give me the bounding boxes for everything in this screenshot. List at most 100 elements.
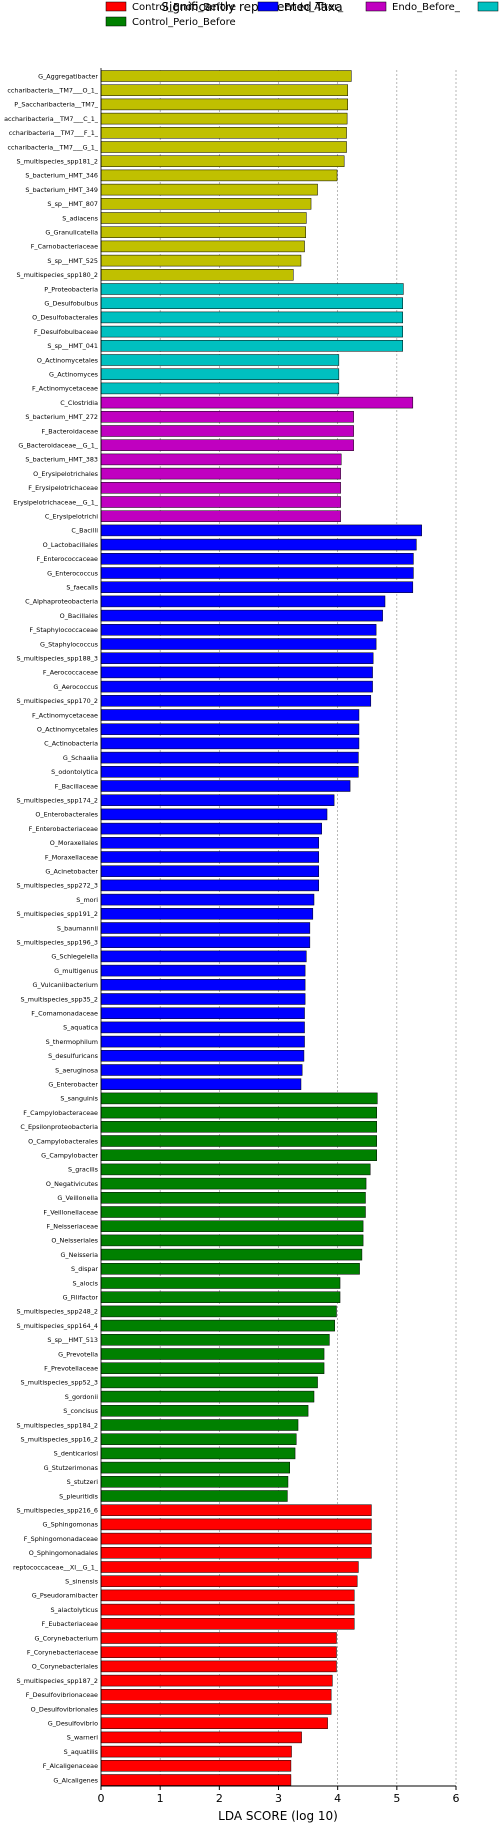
bar [100,680,373,693]
bar [100,1334,330,1346]
bar [100,1490,288,1502]
bar-label: O_Actinomycetales [37,356,99,364]
bar-label: F_Sphingomonadaceae [24,1535,98,1543]
bar [100,425,354,437]
bar [100,183,318,196]
bar-label: O_Erysipelotrichales [33,470,99,478]
bar-label: F_Bacillaceae [55,782,98,790]
bar-label: F_Staphylococcaceae [29,626,98,634]
x-tick-label: 1 [157,1792,164,1805]
bar [100,1135,377,1147]
bar [100,595,386,608]
legend-label: Endo_Before_ [392,2,461,13]
bar [100,1504,372,1516]
bar [100,240,305,253]
bar [100,1177,367,1190]
bar-label: S_mori [76,896,98,904]
bar [100,1234,364,1247]
bar [100,1433,297,1445]
bar-label: S_multispecies_spp164_4 [16,1322,98,1330]
legend-swatch [365,1,387,12]
bar [100,1376,318,1389]
bar [100,822,322,835]
bar-label: F_Veillonellaceae [43,1208,98,1216]
bar [100,1362,325,1374]
bar-label: F_Neisseriaceae [46,1223,98,1231]
bar-label: F_Enterococcaceae [37,555,99,563]
bar [100,1149,377,1161]
bar [100,950,307,963]
legend-label: Control_Perio_Before [132,17,236,28]
bar [100,311,403,324]
bar [100,1163,371,1176]
bar-label: S_multispecies_spp184_2 [16,1421,98,1429]
bar-label: G_Corynebacterium [34,1634,98,1642]
bar [100,964,306,977]
bars [100,70,422,1786]
bar [100,581,414,593]
bar-label: ccharibacteria__TM7___G_1_ [7,143,98,151]
bar-label: F_Actinomycetaceae [32,385,98,393]
legend-swatch [477,1,499,12]
bar-label: F_Moraxellaceae [45,853,98,861]
bar [100,865,319,877]
bar-label: C_Actinobacteria [44,740,98,748]
bar-label: S_alactolyticus [50,1606,98,1614]
bar-label: P_Proteobacteria [44,285,98,293]
bar [100,70,352,82]
bar-label: S_baumannii [57,924,98,932]
bar-label: S_stutzeri [67,1478,99,1486]
bar [100,84,348,96]
bar [100,112,348,125]
bar [100,297,403,309]
bar-label: S_sp__HMT_525 [47,257,98,265]
bar [100,1717,328,1729]
bar [100,993,306,1005]
bar-label: F_Aerococcaceae [43,669,98,677]
bar [100,1589,355,1602]
bar-label: S_alocis [73,1279,99,1287]
bar [100,212,307,224]
bar-label: G_Stutzerimonas [44,1464,99,1472]
bar-label: G_Bacteroidaceae__G_1_ [18,442,98,450]
bar [100,382,340,395]
bar-label: S_sp__HMT_513 [47,1336,98,1344]
bar [100,198,312,210]
bar-label: F_Alcaligenaceae [43,1762,98,1770]
bar [100,709,360,721]
y-tick-labels: G_Aggregatibacter ccharibacteria__TM7___O… [4,72,99,1784]
bar-label: S_aeruginosa [55,1066,98,1074]
bar [100,794,335,806]
bar-label: G_Aggregatibacter [38,72,98,80]
legend-swatch [257,1,279,12]
bar-label: S_multispecies_spp174_2 [16,797,98,805]
bar [100,510,341,522]
bar-label: S_denticariosi [54,1450,99,1458]
bar [100,553,414,565]
bar-label: F_Campylobacteraceae [23,1109,98,1117]
bar [100,1007,305,1019]
bar [100,695,372,707]
bar-label: S_multispecies_spp170_2 [16,697,98,705]
bar [100,1774,292,1786]
bar [100,1206,366,1218]
x-tick-label: 5 [393,1792,400,1805]
bar [100,1263,360,1275]
bar [100,1050,305,1062]
bar [100,1689,332,1701]
bar [100,283,404,295]
bar [100,908,314,920]
bar [100,609,383,622]
bar-label: P_Saccharibacteria__TM7_ [14,101,99,109]
bar-label: F_Erysipelotrichaceae [28,484,98,492]
bar-label: G_Alcaligenes [53,1776,98,1784]
bar-label: O_Moraxellales [50,839,99,847]
bar-label: S_sanguinis [60,1095,98,1103]
bar [100,1760,292,1772]
bar [100,1461,290,1474]
bar-label: F_Eubacteriaceae [42,1620,99,1628]
bar-label: F_Desulfobulbaceae [34,328,98,336]
bar-label: F_Prevotellaceae [44,1365,98,1373]
bar-label: S_gracilis [68,1166,99,1174]
bar [100,1660,337,1673]
